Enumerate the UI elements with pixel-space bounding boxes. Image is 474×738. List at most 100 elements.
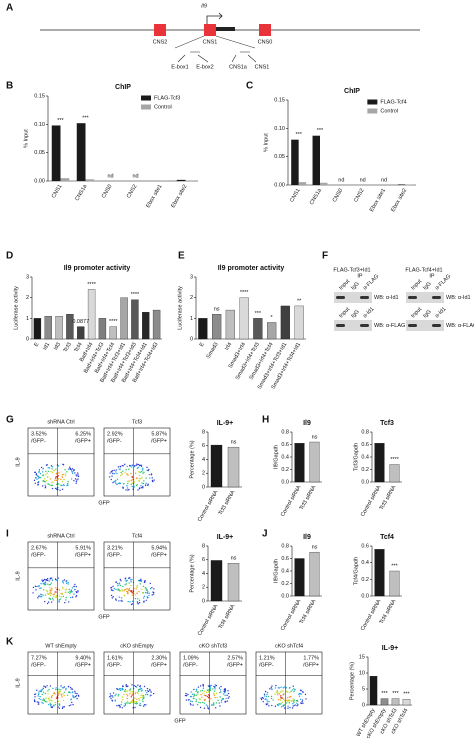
cell-dot (225, 697, 227, 700)
cell-dot (140, 484, 142, 487)
cell-dot (38, 697, 40, 700)
y-tick-label: 0 (202, 598, 205, 604)
cell-dot (130, 695, 133, 698)
cell-dot (71, 701, 73, 704)
bar (320, 182, 328, 185)
cell-dot (34, 471, 37, 474)
cell-dot (149, 587, 152, 590)
cell-dot (71, 471, 73, 473)
cell-dot (134, 706, 136, 709)
flow-percent: 3.21% (107, 545, 123, 551)
cell-dot (113, 469, 115, 471)
cell-dot (58, 703, 61, 705)
cell-dot (110, 470, 113, 473)
flow-gate-label: /GFP- (31, 662, 46, 668)
cell-dot (75, 480, 78, 483)
cell-dot (132, 701, 134, 703)
cell-dot (140, 465, 143, 467)
cell-dot (197, 693, 199, 695)
cell-dot (276, 692, 279, 694)
legend-label: FLAG-Tcf4 (380, 99, 406, 105)
flow-percent: 1.21% (259, 655, 275, 661)
significance-label: **** (390, 457, 399, 463)
cell-dot (224, 688, 227, 690)
cell-dot (51, 471, 54, 474)
cell-dot (49, 592, 51, 594)
blot-band (432, 324, 441, 327)
cell-dot (131, 479, 133, 481)
y-tick-label: 0.2 (281, 581, 289, 587)
cns-box (154, 24, 166, 36)
cell-dot (43, 685, 45, 687)
y-tick-label: 0.6 (361, 442, 369, 448)
blot-band (360, 324, 369, 327)
cell-dot (70, 478, 73, 480)
chart-title: IL-9+ (217, 534, 234, 541)
bar (294, 305, 304, 340)
lane-label: IgG (350, 309, 361, 320)
cell-dot (287, 697, 289, 699)
cell-dot (193, 693, 195, 695)
cell-dot (264, 690, 267, 693)
cell-dot (61, 488, 64, 491)
cell-dot (45, 470, 47, 473)
cell-dot (40, 587, 42, 589)
cell-dot (141, 699, 144, 701)
y-tick-label: 0 (202, 484, 205, 490)
cell-dot (115, 598, 117, 600)
cns-label: CNS0 (258, 39, 273, 45)
cell-dot (74, 588, 76, 591)
wb-label: WB: α-FLAG (446, 323, 474, 329)
cell-dot (196, 703, 199, 706)
panel-label: G (6, 415, 14, 426)
cell-dot (222, 693, 225, 695)
blot-band (432, 296, 441, 299)
cell-dot (275, 684, 277, 687)
cell-dot (75, 474, 77, 476)
significance-label: * (271, 315, 274, 321)
cell-dot (41, 579, 43, 581)
cell-dot (50, 589, 53, 591)
cell-dot (201, 689, 204, 692)
cell-dot (75, 595, 78, 597)
bar (210, 560, 223, 602)
flow-title: shRNA Ctrl (47, 419, 74, 425)
cell-dot (293, 701, 295, 704)
cell-dot (143, 696, 145, 698)
cell-dot (49, 598, 51, 601)
cell-dot (122, 483, 125, 485)
cell-dot (205, 691, 208, 694)
cell-dot (69, 592, 71, 595)
site-label: CNS1a (229, 64, 248, 70)
cell-dot (195, 694, 198, 696)
cell-dot (58, 704, 61, 706)
x-tick-label: CNS0 (101, 184, 114, 200)
wb-label: WB: α-FLAG (374, 323, 405, 329)
cell-dot (265, 695, 268, 698)
cell-dot (63, 686, 66, 688)
cell-dot (37, 483, 39, 486)
cell-dot (111, 700, 114, 702)
cell-dot (121, 696, 124, 698)
cell-dot (145, 482, 147, 484)
cell-dot (43, 698, 45, 700)
bar (253, 318, 263, 340)
cell-dot (136, 691, 138, 694)
cell-dot (143, 595, 146, 598)
cell-dot (143, 703, 146, 706)
cell-dot (50, 582, 53, 584)
cell-dot (49, 685, 52, 687)
cell-dot (141, 477, 143, 479)
flow-percent: 7.27% (31, 655, 47, 661)
cell-dot (134, 685, 137, 688)
cell-dot (46, 472, 48, 474)
bar (87, 289, 96, 340)
cell-dot (40, 698, 42, 701)
cell-dot (227, 697, 230, 699)
cell-dot (138, 704, 141, 706)
y-tick-label: 0.8 (281, 429, 289, 435)
cell-dot (215, 692, 218, 695)
y-axis-label: Luciferase activity (177, 286, 183, 330)
cell-dot (112, 481, 114, 484)
